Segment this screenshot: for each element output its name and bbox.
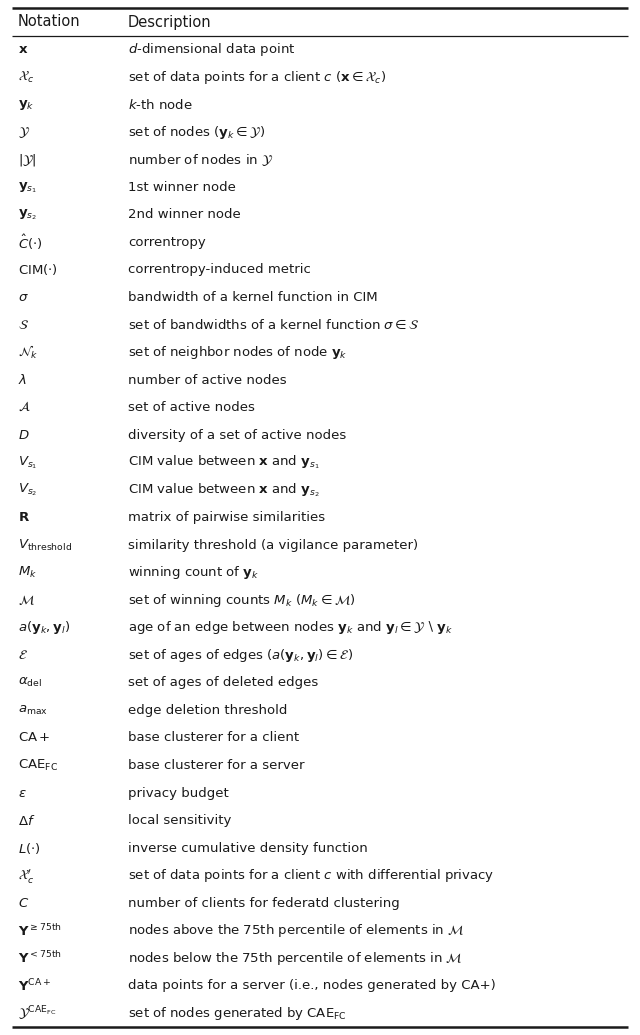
Text: $V_{s_2}$: $V_{s_2}$ (18, 482, 37, 499)
Text: $\mathbf{R}$: $\mathbf{R}$ (18, 511, 30, 525)
Text: base clusterer for a server: base clusterer for a server (128, 759, 305, 772)
Text: $\mathcal{M}$: $\mathcal{M}$ (18, 593, 35, 608)
Text: set of data points for a client $c$ ($\mathbf{x} \in \mathcal{X}_c$): set of data points for a client $c$ ($\m… (128, 68, 387, 86)
Text: set of ages of deleted edges: set of ages of deleted edges (128, 677, 318, 689)
Text: $\mathrm{CIM}(\cdot)$: $\mathrm{CIM}(\cdot)$ (18, 263, 58, 277)
Text: set of nodes generated by $\mathrm{CAE_{FC}}$: set of nodes generated by $\mathrm{CAE_{… (128, 1005, 347, 1022)
Text: edge deletion threshold: edge deletion threshold (128, 704, 287, 717)
Text: inverse cumulative density function: inverse cumulative density function (128, 841, 368, 855)
Text: $\mathbf{y}_{s_1}$: $\mathbf{y}_{s_1}$ (18, 180, 37, 195)
Text: $\mathcal{Y}$: $\mathcal{Y}$ (18, 125, 30, 140)
Text: winning count of $\mathbf{y}_k$: winning count of $\mathbf{y}_k$ (128, 564, 259, 582)
Text: $\mathrm{CAE_{FC}}$: $\mathrm{CAE_{FC}}$ (18, 758, 58, 773)
Text: $V_\mathrm{threshold}$: $V_\mathrm{threshold}$ (18, 538, 72, 553)
Text: $L(\cdot)$: $L(\cdot)$ (18, 840, 41, 856)
Text: $\mathbf{Y}^{\geq 75\mathrm{th}}$: $\mathbf{Y}^{\geq 75\mathrm{th}}$ (18, 923, 62, 939)
Text: set of data points for a client $c$ with differential privacy: set of data points for a client $c$ with… (128, 867, 494, 884)
Text: diversity of a set of active nodes: diversity of a set of active nodes (128, 428, 346, 442)
Text: CIM value between $\mathbf{x}$ and $\mathbf{y}_{s_1}$: CIM value between $\mathbf{x}$ and $\mat… (128, 454, 320, 472)
Text: set of nodes ($\mathbf{y}_k \in \mathcal{Y}$): set of nodes ($\mathbf{y}_k \in \mathcal… (128, 124, 266, 141)
Text: $\mathcal{X}_c$: $\mathcal{X}_c$ (18, 69, 35, 85)
Text: privacy budget: privacy budget (128, 787, 228, 799)
Text: correntropy: correntropy (128, 236, 205, 249)
Text: number of active nodes: number of active nodes (128, 374, 287, 387)
Text: set of neighbor nodes of node $\mathbf{y}_k$: set of neighbor nodes of node $\mathbf{y… (128, 344, 348, 361)
Text: $\mathcal{N}_k$: $\mathcal{N}_k$ (18, 344, 38, 361)
Text: nodes above the 75th percentile of elements in $\mathcal{M}$: nodes above the 75th percentile of eleme… (128, 922, 465, 939)
Text: $\mathrm{CA+}$: $\mathrm{CA+}$ (18, 732, 51, 744)
Text: 2nd winner node: 2nd winner node (128, 208, 241, 221)
Text: local sensitivity: local sensitivity (128, 815, 232, 827)
Text: set of ages of edges ($a(\mathbf{y}_k, \mathbf{y}_l) \in \mathcal{E}$): set of ages of edges ($a(\mathbf{y}_k, \… (128, 647, 353, 663)
Text: $\mathbf{x}$: $\mathbf{x}$ (18, 43, 28, 56)
Text: $\mathbf{Y}^{< 75\mathrm{th}}$: $\mathbf{Y}^{< 75\mathrm{th}}$ (18, 950, 62, 966)
Text: $\alpha_\mathrm{del}$: $\alpha_\mathrm{del}$ (18, 676, 42, 689)
Text: set of active nodes: set of active nodes (128, 402, 255, 414)
Text: $C$: $C$ (18, 896, 29, 910)
Text: $\sigma$: $\sigma$ (18, 291, 29, 304)
Text: $\mathcal{A}$: $\mathcal{A}$ (18, 401, 31, 414)
Text: $D$: $D$ (18, 428, 29, 442)
Text: set of winning counts $M_k$ ($M_k \in \mathcal{M}$): set of winning counts $M_k$ ($M_k \in \m… (128, 592, 356, 609)
Text: bandwidth of a kernel function in CIM: bandwidth of a kernel function in CIM (128, 291, 378, 304)
Text: $k$-th node: $k$-th node (128, 98, 193, 112)
Text: age of an edge between nodes $\mathbf{y}_k$ and $\mathbf{y}_l \in \mathcal{Y} \s: age of an edge between nodes $\mathbf{y}… (128, 619, 453, 637)
Text: $\mathcal{Y}^{\mathrm{CAE_{FC}}}$: $\mathcal{Y}^{\mathrm{CAE_{FC}}}$ (18, 1004, 56, 1023)
Text: number of nodes in $\mathcal{Y}$: number of nodes in $\mathcal{Y}$ (128, 152, 273, 168)
Text: data points for a server (i.e., nodes generated by CA+): data points for a server (i.e., nodes ge… (128, 979, 496, 993)
Text: 1st winner node: 1st winner node (128, 181, 236, 194)
Text: set of bandwidths of a kernel function $\sigma \in \mathcal{S}$: set of bandwidths of a kernel function $… (128, 318, 420, 332)
Text: Description: Description (128, 14, 212, 30)
Text: $a(\mathbf{y}_k, \mathbf{y}_l)$: $a(\mathbf{y}_k, \mathbf{y}_l)$ (18, 619, 70, 637)
Text: $\epsilon$: $\epsilon$ (18, 787, 27, 799)
Text: $\lambda$: $\lambda$ (18, 373, 27, 387)
Text: $V_{s_1}$: $V_{s_1}$ (18, 454, 37, 471)
Text: $\Delta f$: $\Delta f$ (18, 814, 35, 828)
Text: $\mathbf{y}_{s_2}$: $\mathbf{y}_{s_2}$ (18, 208, 37, 223)
Text: Notation: Notation (18, 14, 81, 30)
Text: $\hat{C}(\cdot)$: $\hat{C}(\cdot)$ (18, 233, 43, 253)
Text: $a_\mathrm{max}$: $a_\mathrm{max}$ (18, 704, 48, 717)
Text: number of clients for federatd clustering: number of clients for federatd clusterin… (128, 896, 400, 910)
Text: $\mathbf{Y}^{\mathrm{CA+}}$: $\mathbf{Y}^{\mathrm{CA+}}$ (18, 977, 51, 994)
Text: similarity threshold (a vigilance parameter): similarity threshold (a vigilance parame… (128, 539, 418, 552)
Text: $d$-dimensional data point: $d$-dimensional data point (128, 41, 296, 58)
Text: $\mathcal{E}$: $\mathcal{E}$ (18, 649, 28, 661)
Text: $\mathbf{y}_k$: $\mathbf{y}_k$ (18, 98, 35, 112)
Text: correntropy-induced metric: correntropy-induced metric (128, 264, 311, 276)
Text: matrix of pairwise similarities: matrix of pairwise similarities (128, 511, 325, 525)
Text: $\mathcal{S}$: $\mathcal{S}$ (18, 319, 29, 331)
Text: $\mathcal{X}_c'$: $\mathcal{X}_c'$ (18, 866, 35, 885)
Text: $M_k$: $M_k$ (18, 565, 37, 581)
Text: base clusterer for a client: base clusterer for a client (128, 732, 299, 744)
Text: nodes below the 75th percentile of elements in $\mathcal{M}$: nodes below the 75th percentile of eleme… (128, 950, 463, 967)
Text: $|\mathcal{Y}|$: $|\mathcal{Y}|$ (18, 152, 36, 168)
Text: CIM value between $\mathbf{x}$ and $\mathbf{y}_{s_2}$: CIM value between $\mathbf{x}$ and $\mat… (128, 481, 320, 499)
